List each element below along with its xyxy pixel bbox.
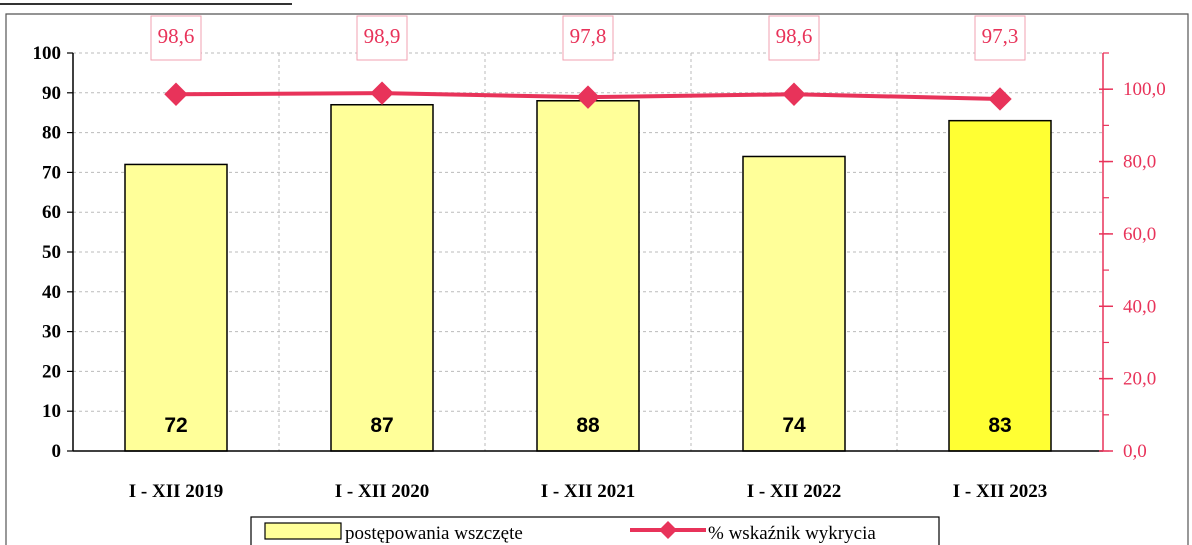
bar-data-label-4: 83 xyxy=(988,414,1011,437)
line-data-label-box-2 xyxy=(562,15,614,61)
bar-0 xyxy=(124,163,228,452)
y-left-tick-label-20: 20 xyxy=(42,361,61,382)
bar-data-label-1: 87 xyxy=(370,414,393,437)
line-data-label-box-0 xyxy=(150,15,202,61)
y-right-tick-label-100: 100,0 xyxy=(1123,79,1166,100)
line-data-label-4: 97,3 xyxy=(982,24,1019,48)
y-left-tick-label-100: 100 xyxy=(33,43,62,64)
bar-4 xyxy=(948,119,1052,452)
bar-data-label-2: 88 xyxy=(576,414,600,437)
y-left-tick-label-50: 50 xyxy=(42,242,61,263)
y-right-tick-label-20: 20,0 xyxy=(1123,369,1156,390)
y-left-tick-label-60: 60 xyxy=(42,202,61,223)
line-data-label-box-1 xyxy=(356,15,408,61)
x-tick-label-2: I - XII 2021 xyxy=(541,481,635,502)
legend: postępowania wszczęte % wskaźnik wykrycia xyxy=(250,516,940,545)
y-left-tick-label-70: 70 xyxy=(42,162,61,183)
legend-label-bars: postępowania wszczęte xyxy=(345,523,523,544)
line-data-label-1: 98,9 xyxy=(364,24,401,48)
y-left-tick-label-10: 10 xyxy=(42,401,61,422)
line-data-label-box-4 xyxy=(974,15,1026,61)
y-right-tick-label-80: 80,0 xyxy=(1123,152,1156,173)
y-right-tick-label-0: 0,0 xyxy=(1123,441,1147,462)
line-point-1 xyxy=(370,81,394,105)
y-right-tick-label-40: 40,0 xyxy=(1123,296,1156,317)
line-data-label-2: 97,8 xyxy=(570,24,607,48)
legend-label-line: % wskaźnik wykrycia xyxy=(708,523,876,544)
line-point-3 xyxy=(782,82,806,106)
y-left-tick-label-90: 90 xyxy=(42,83,61,104)
bar-data-label-0: 72 xyxy=(164,414,187,437)
x-tick-label-4: I - XII 2023 xyxy=(953,481,1047,502)
bar-3 xyxy=(742,155,846,452)
chart-outer-border xyxy=(5,13,1189,545)
grid xyxy=(73,52,1103,451)
line-data-label-box-3 xyxy=(768,15,820,61)
axes: 0 10 20 30 40 50 60 70 80 90 100 0,0 20,0 40,0 60,0 80,… xyxy=(33,43,1166,502)
data-labels: 72 87 88 74 83 98,6 98,9 97,8 98,6 97,3 xyxy=(150,15,1026,437)
y-right-tick-label-60: 60,0 xyxy=(1123,224,1156,245)
y-left-tick-label-80: 80 xyxy=(42,123,61,144)
bar-data-label-3: 74 xyxy=(782,414,806,437)
line-data-label-0: 98,6 xyxy=(158,24,195,48)
legend-box xyxy=(250,516,940,545)
line-point-2 xyxy=(576,85,600,109)
y-left-tick-label-0: 0 xyxy=(52,441,62,462)
bar-2 xyxy=(536,100,640,452)
y-left-tick-label-40: 40 xyxy=(42,282,61,303)
bar-1 xyxy=(330,103,434,452)
x-tick-label-3: I - XII 2022 xyxy=(747,481,841,502)
chart-frame xyxy=(0,3,1189,545)
line-series xyxy=(164,81,1012,111)
x-tick-label-1: I - XII 2020 xyxy=(335,481,429,502)
line-data-label-3: 98,6 xyxy=(776,24,813,48)
legend-swatch-bars xyxy=(264,522,342,540)
bar-series xyxy=(124,100,1052,452)
legend-marker-swatch xyxy=(659,521,677,539)
line-point-4 xyxy=(988,87,1012,111)
line-point-0 xyxy=(164,82,188,106)
y-left-tick-label-30: 30 xyxy=(42,322,61,343)
x-tick-label-0: I - XII 2019 xyxy=(129,481,223,502)
